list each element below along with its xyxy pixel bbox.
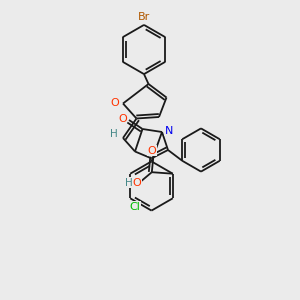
Text: O: O bbox=[110, 98, 119, 109]
Text: Cl: Cl bbox=[129, 202, 140, 212]
Text: O: O bbox=[132, 178, 141, 188]
Text: Br: Br bbox=[138, 11, 150, 22]
Text: O: O bbox=[147, 146, 156, 156]
Text: H: H bbox=[110, 129, 117, 140]
Text: O: O bbox=[118, 113, 127, 124]
Text: N: N bbox=[164, 125, 173, 136]
Text: H: H bbox=[124, 178, 132, 188]
